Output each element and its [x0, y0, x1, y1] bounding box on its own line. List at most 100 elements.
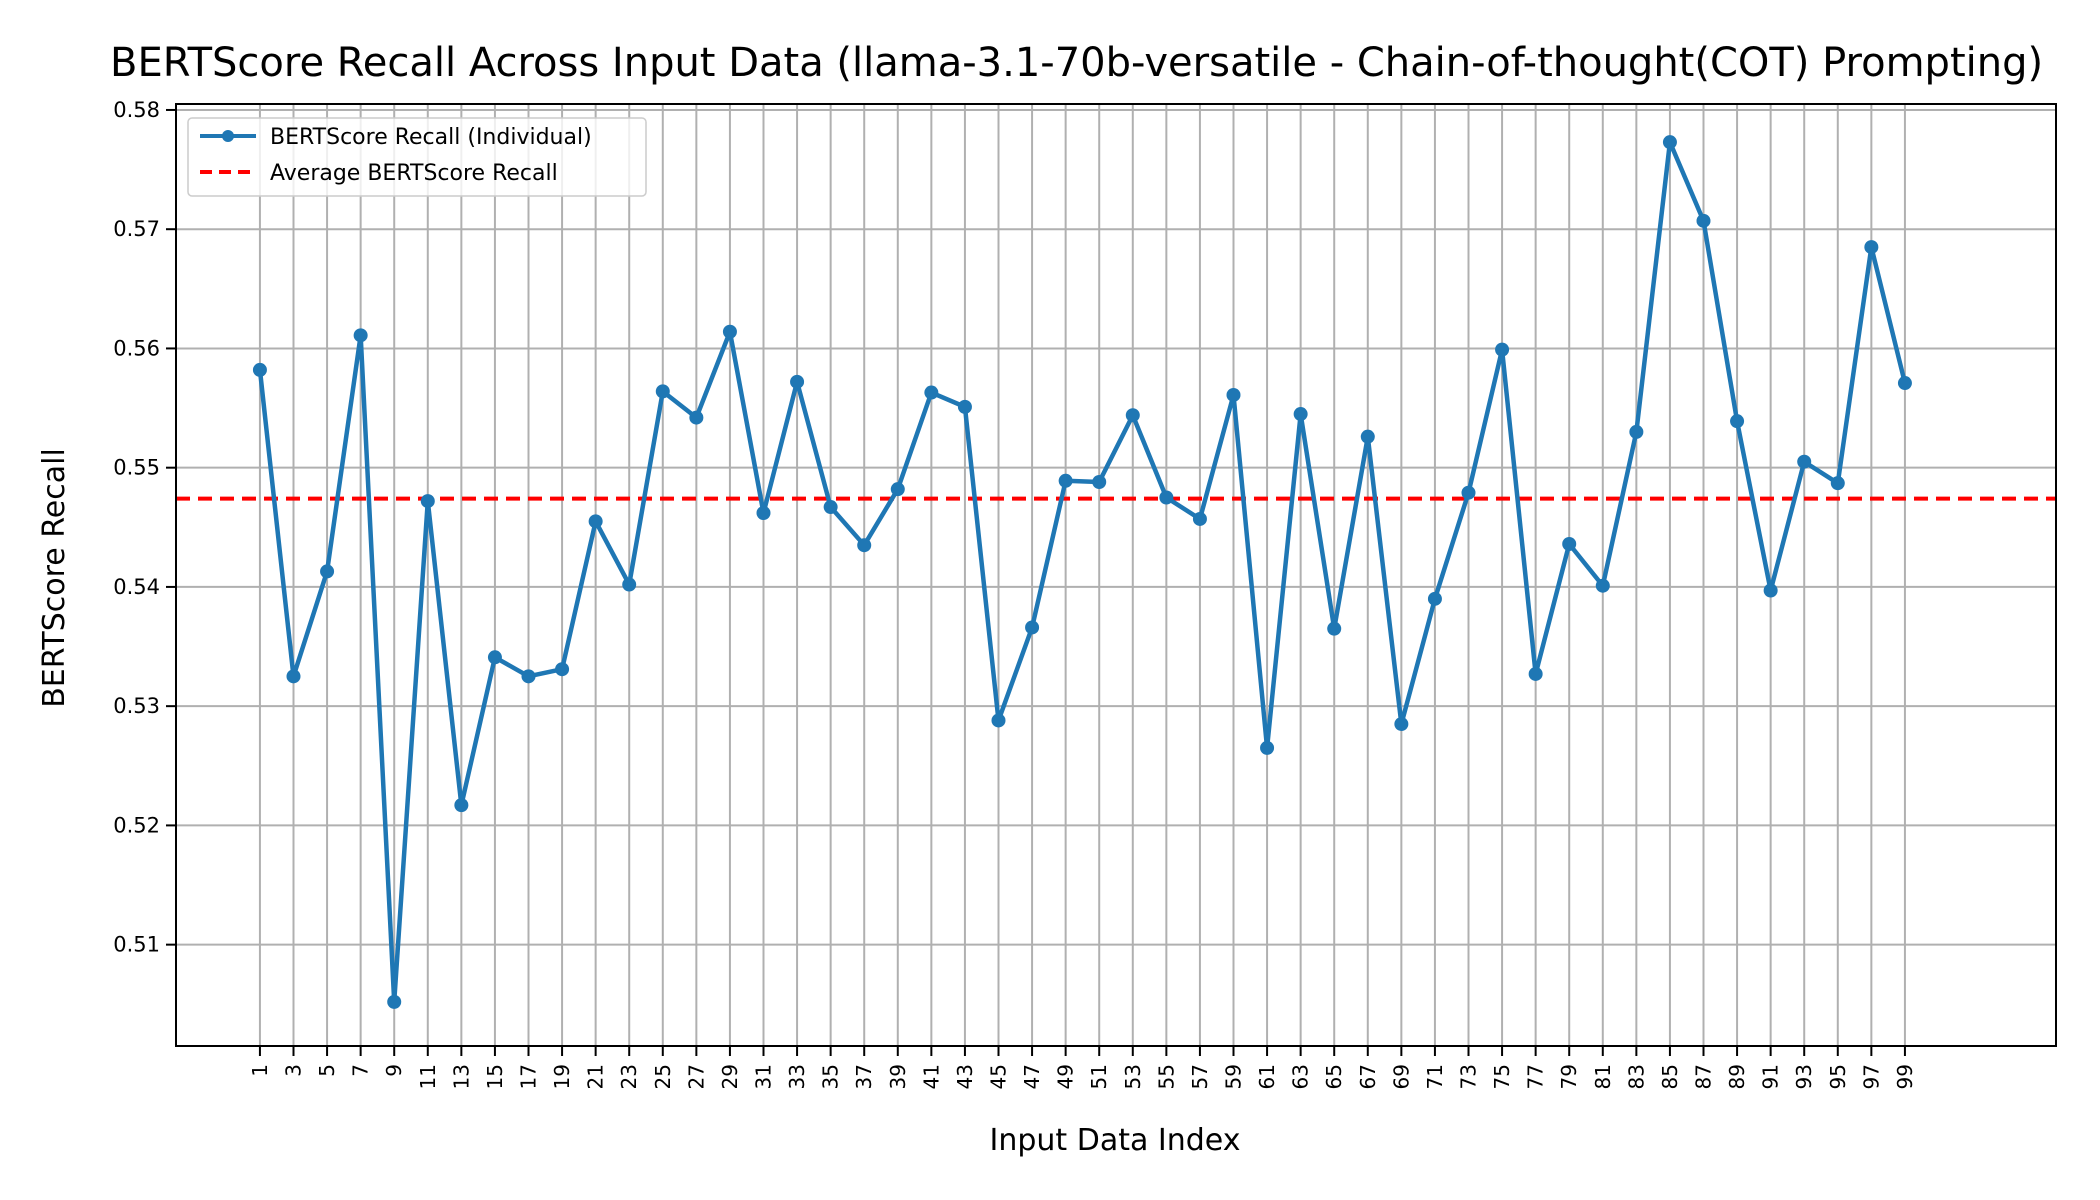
- data-point: [1360, 429, 1375, 444]
- x-tick-label: 43: [953, 1064, 977, 1089]
- data-point: [1394, 717, 1409, 732]
- data-point: [890, 482, 905, 497]
- x-tick-label: 41: [919, 1064, 943, 1089]
- legend-label-individual: BERTScore Recall (Individual): [270, 125, 592, 150]
- data-point: [286, 669, 301, 684]
- x-tick-label: 67: [1356, 1064, 1380, 1089]
- y-tick-label: 0.53: [113, 694, 160, 718]
- data-point: [957, 399, 972, 414]
- data-point: [1226, 387, 1241, 402]
- data-point: [1092, 474, 1107, 489]
- x-tick-label: 33: [785, 1064, 809, 1089]
- x-tick-label: 15: [483, 1064, 507, 1089]
- x-tick-label: 71: [1423, 1064, 1447, 1089]
- legend-marker-individual: [222, 130, 234, 142]
- data-point: [857, 538, 872, 553]
- x-tick-label: 37: [852, 1064, 876, 1089]
- data-point: [1461, 485, 1476, 500]
- data-point: [1696, 213, 1711, 228]
- data-point: [1058, 473, 1073, 488]
- legend: BERTScore Recall (Individual) Average BE…: [187, 117, 647, 197]
- x-tick-label: 61: [1255, 1064, 1279, 1089]
- data-point: [1797, 454, 1812, 469]
- x-tick-label: 97: [1859, 1064, 1883, 1089]
- y-tick-label: 0.55: [113, 456, 160, 480]
- series-line-individual: [257, 139, 1908, 1005]
- data-point: [387, 994, 402, 1009]
- x-tick-label: 93: [1792, 1064, 1816, 1089]
- data-point: [252, 362, 267, 377]
- x-axis-title: Input Data Index: [990, 1123, 1241, 1158]
- y-tick-label: 0.52: [113, 813, 160, 837]
- y-tick-label: 0.58: [113, 98, 160, 122]
- x-tick-label: 29: [718, 1064, 742, 1089]
- data-point: [1662, 135, 1677, 150]
- data-point: [555, 662, 570, 677]
- data-point: [1629, 424, 1644, 439]
- data-point: [1293, 407, 1308, 422]
- data-point: [790, 374, 805, 389]
- legend-label-average: Average BERTScore Recall: [270, 161, 558, 186]
- x-tick-label: 45: [987, 1064, 1011, 1089]
- x-tick-label: 75: [1490, 1064, 1514, 1089]
- y-tick-label: 0.54: [113, 575, 160, 599]
- x-tick-label: 81: [1591, 1064, 1615, 1089]
- y-tick-label: 0.56: [113, 336, 160, 360]
- x-tick-label: 35: [819, 1064, 843, 1089]
- data-point: [622, 577, 637, 592]
- data-point: [1327, 621, 1342, 636]
- x-tick-label: 53: [1121, 1064, 1145, 1089]
- grid: [176, 104, 2056, 1046]
- data-point: [521, 669, 536, 684]
- x-tick-label: 31: [752, 1064, 776, 1089]
- x-tick-label: 21: [584, 1064, 608, 1089]
- x-tick-label: 83: [1624, 1064, 1648, 1089]
- data-point: [588, 514, 603, 529]
- data-point: [454, 798, 469, 813]
- data-point: [823, 500, 838, 515]
- y-axis-title: BERTScore Recall: [37, 448, 72, 708]
- x-tick-label: 5: [315, 1064, 339, 1077]
- x-tick-label: 11: [416, 1064, 440, 1089]
- data-point: [1897, 376, 1912, 391]
- data-point: [1562, 536, 1577, 551]
- x-tick-label: 47: [1020, 1064, 1044, 1089]
- data-point: [1025, 620, 1040, 635]
- data-point: [1763, 583, 1778, 598]
- x-tick-label: 39: [886, 1064, 910, 1089]
- data-point: [420, 494, 435, 509]
- x-tick-label: 49: [1054, 1064, 1078, 1089]
- data-point: [1730, 414, 1745, 429]
- x-tick-label: 89: [1725, 1064, 1749, 1089]
- data-point: [320, 564, 335, 579]
- data-point: [487, 650, 502, 665]
- y-tick-label: 0.57: [113, 217, 160, 241]
- data-point: [722, 324, 737, 339]
- x-tick-label: 85: [1658, 1064, 1682, 1089]
- x-tick-label: 99: [1893, 1064, 1917, 1089]
- x-tick-label: 1: [248, 1064, 272, 1077]
- data-point: [1528, 666, 1543, 681]
- x-tick-label: 27: [684, 1064, 708, 1089]
- data-point: [1495, 342, 1510, 357]
- x-tick-label: 7: [349, 1064, 373, 1077]
- x-tick-label: 65: [1322, 1064, 1346, 1089]
- x-tick-label: 73: [1457, 1064, 1481, 1089]
- x-tick-label: 13: [449, 1064, 473, 1089]
- plot-frame: [175, 103, 2057, 1047]
- data-point: [1427, 591, 1442, 606]
- x-tick-label: 79: [1557, 1064, 1581, 1089]
- x-tick-label: 63: [1289, 1064, 1313, 1089]
- data-point: [1125, 408, 1140, 423]
- data-point: [1260, 740, 1275, 755]
- x-tick-label: 19: [550, 1064, 574, 1089]
- data-point: [1192, 511, 1207, 526]
- x-tick-label: 23: [617, 1064, 641, 1089]
- series-layer: [252, 135, 1912, 1009]
- data-point: [924, 385, 939, 400]
- data-point: [1159, 490, 1174, 505]
- x-tick-label: 9: [382, 1064, 406, 1077]
- x-tick-label: 87: [1692, 1064, 1716, 1089]
